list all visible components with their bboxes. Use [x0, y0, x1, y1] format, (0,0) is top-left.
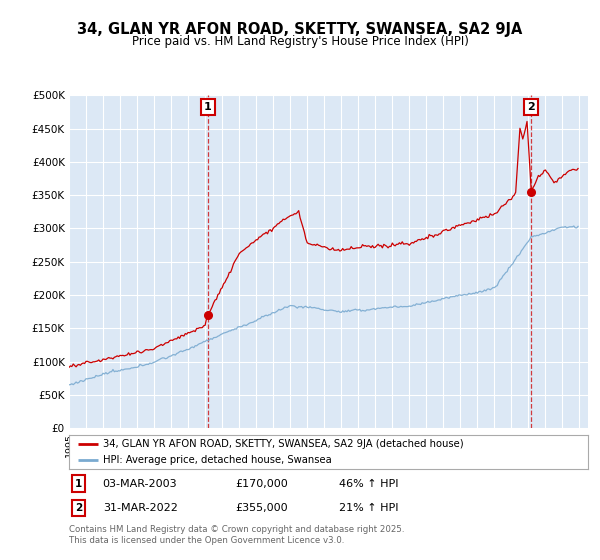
Text: 21% ↑ HPI: 21% ↑ HPI [339, 503, 398, 512]
Text: Price paid vs. HM Land Registry's House Price Index (HPI): Price paid vs. HM Land Registry's House … [131, 35, 469, 48]
Text: 2: 2 [75, 503, 82, 512]
Text: 31-MAR-2022: 31-MAR-2022 [103, 503, 178, 512]
Text: £170,000: £170,000 [235, 479, 288, 488]
Text: 2: 2 [527, 102, 535, 112]
Text: 1: 1 [204, 102, 212, 112]
Text: 34, GLAN YR AFON ROAD, SKETTY, SWANSEA, SA2 9JA (detached house): 34, GLAN YR AFON ROAD, SKETTY, SWANSEA, … [103, 439, 463, 449]
Text: Contains HM Land Registry data © Crown copyright and database right 2025.
This d: Contains HM Land Registry data © Crown c… [69, 525, 404, 545]
Text: 34, GLAN YR AFON ROAD, SKETTY, SWANSEA, SA2 9JA: 34, GLAN YR AFON ROAD, SKETTY, SWANSEA, … [77, 22, 523, 38]
Text: £355,000: £355,000 [235, 503, 288, 512]
Text: 1: 1 [75, 479, 82, 488]
Text: HPI: Average price, detached house, Swansea: HPI: Average price, detached house, Swan… [103, 455, 331, 465]
Text: 46% ↑ HPI: 46% ↑ HPI [339, 479, 398, 488]
Text: 03-MAR-2003: 03-MAR-2003 [103, 479, 178, 488]
